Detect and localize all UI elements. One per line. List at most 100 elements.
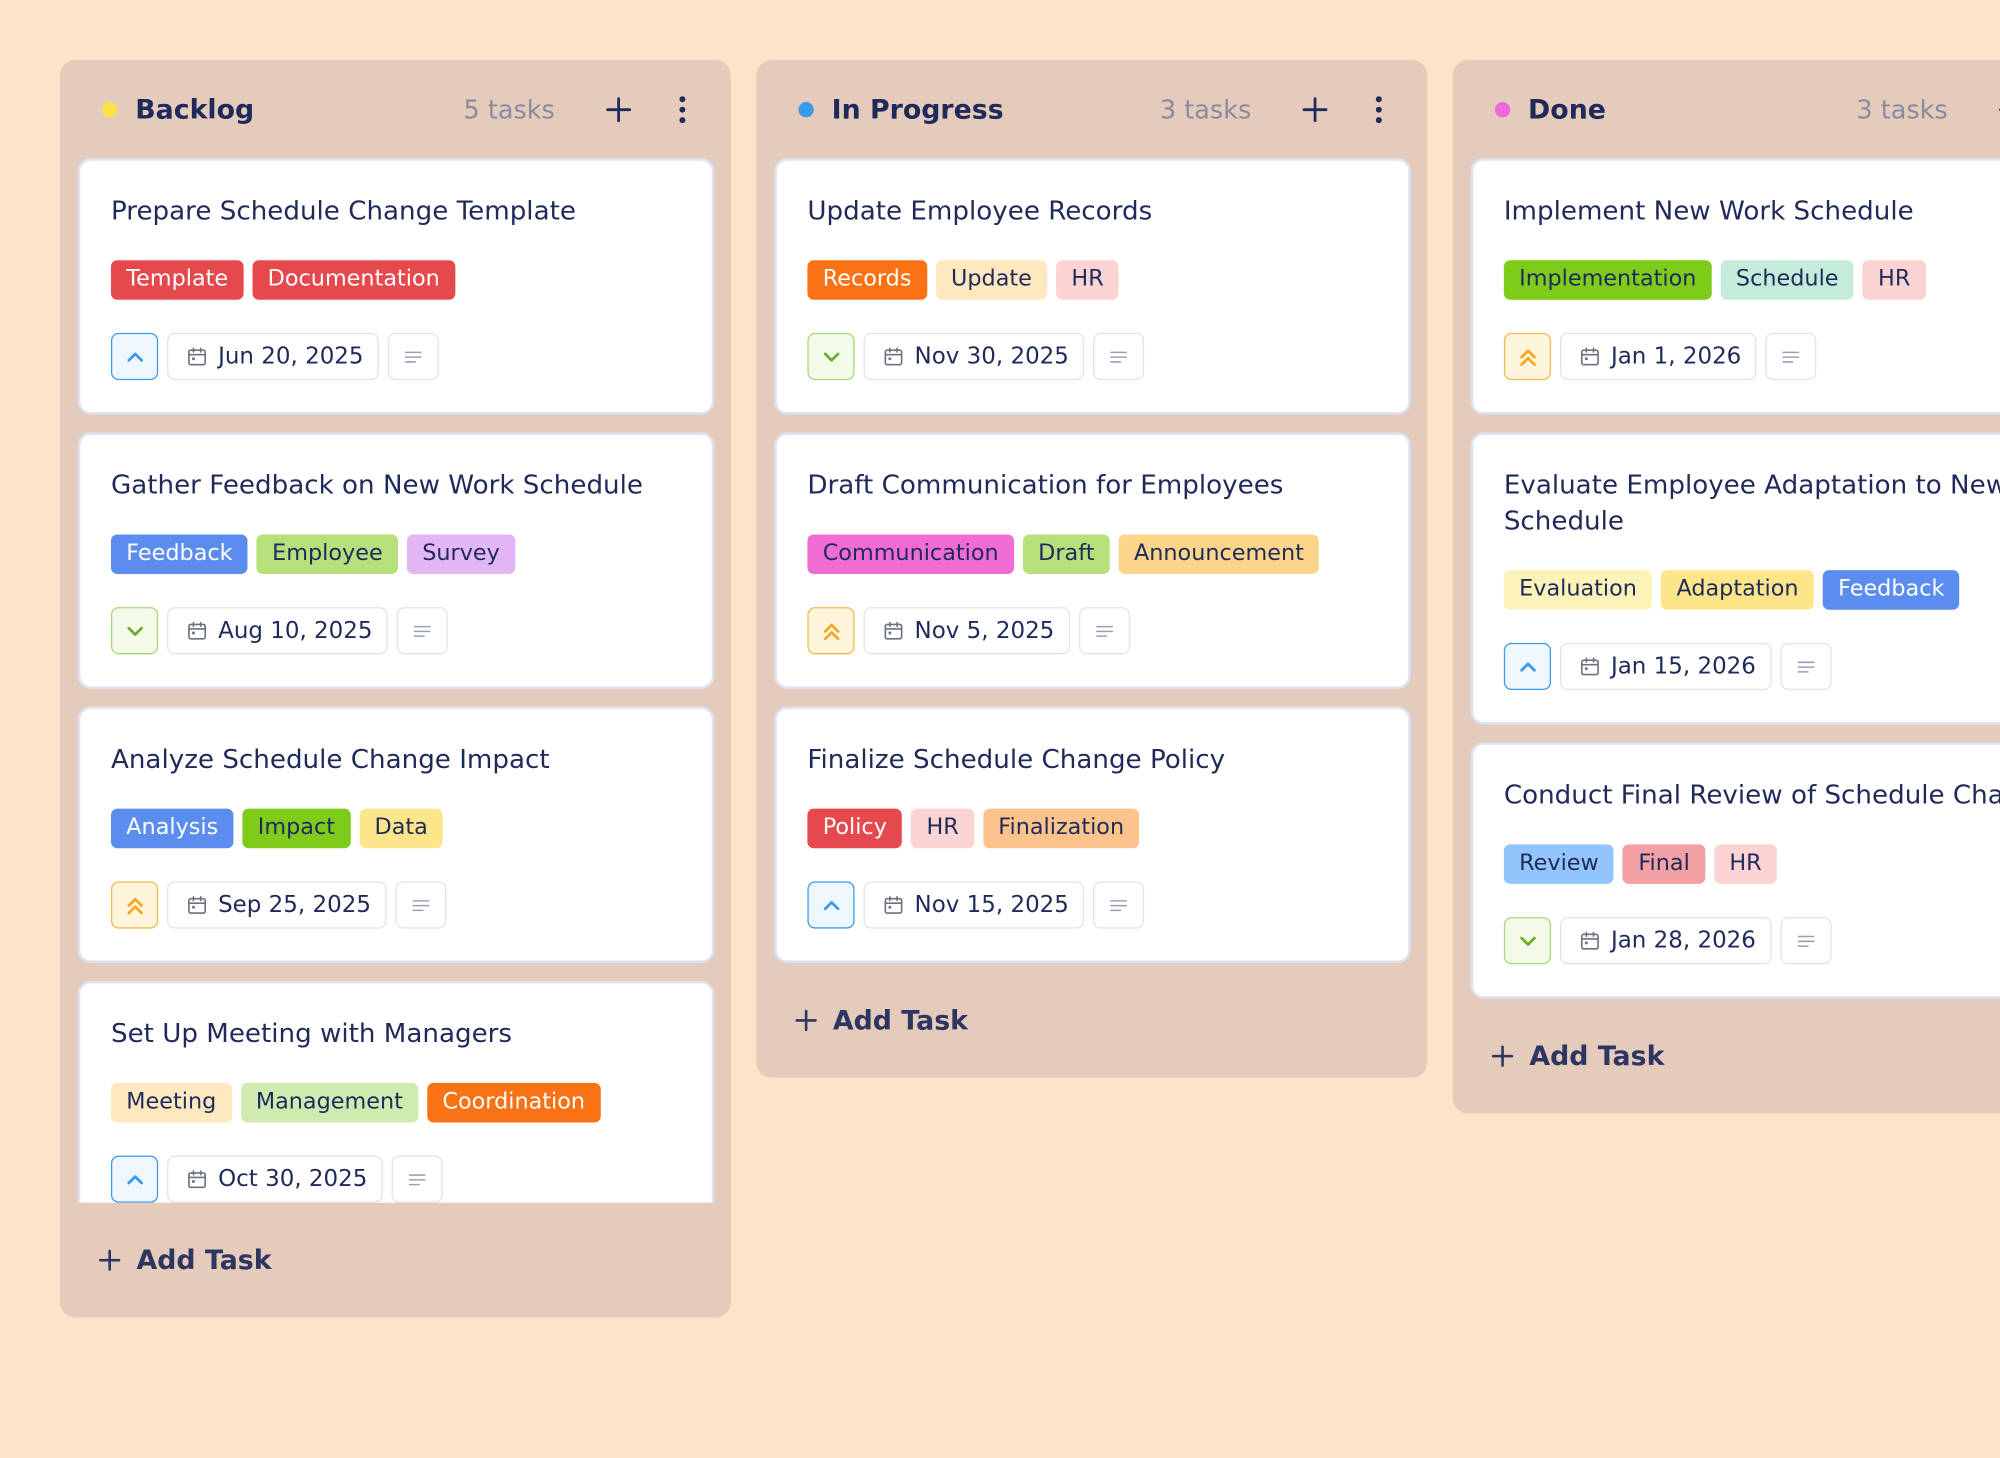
notes-button[interactable]: [1780, 642, 1832, 691]
date-button[interactable]: Oct 30, 2025: [167, 1155, 383, 1203]
notes-button[interactable]: [396, 607, 448, 655]
priority-button[interactable]: [110, 881, 159, 929]
column: Backlog 5 tasks Prepare Schedule Change Te…: [59, 59, 731, 1318]
task-card[interactable]: Prepare Schedule Change Template Template…: [77, 158, 715, 415]
task-card[interactable]: Implement New Work Schedule Implementatio…: [1470, 158, 2000, 415]
tag: HR: [1056, 260, 1120, 300]
task-card[interactable]: Draft Communication for Employees Communi…: [774, 432, 1411, 689]
notes-button[interactable]: [1780, 917, 1832, 965]
column-header: Done 3 tasks: [1453, 60, 2000, 158]
add-task-label: Add Task: [832, 1005, 968, 1036]
card-footer: Nov 15, 2025: [807, 881, 1377, 929]
add-task[interactable]: Add Task: [1453, 999, 2000, 1114]
tag: Feedback: [110, 534, 248, 574]
tag-row: Analysis Impact Data: [110, 808, 681, 849]
priority-button[interactable]: [110, 607, 159, 655]
tag-row: Communication Draft Announcement: [807, 534, 1377, 574]
task-card[interactable]: Set Up Meeting with Managers Meeting Manag…: [77, 980, 715, 1203]
priority-button[interactable]: [1503, 917, 1552, 965]
card-footer: Oct 30, 2025: [110, 1155, 681, 1203]
date-button[interactable]: Nov 5, 2025: [863, 607, 1070, 655]
task-card[interactable]: Finalize Schedule Change Policy Policy HR F…: [774, 706, 1411, 964]
menu-button[interactable]: [659, 86, 705, 132]
add-button[interactable]: [596, 86, 642, 132]
due-date: Oct 30, 2025: [218, 1165, 368, 1193]
column: Done 3 tasks Implement New Work Schedule Im…: [1452, 59, 2000, 1114]
card-footer: Jan 15, 2026: [1503, 642, 2000, 691]
date-button[interactable]: Jan 28, 2026: [1559, 917, 1772, 965]
tag-row: Template Documentation: [110, 260, 681, 300]
date-button[interactable]: Aug 10, 2025: [167, 607, 388, 655]
column-header: Backlog 5 tasks: [60, 60, 731, 158]
tag: Policy: [807, 808, 903, 849]
tag: HR: [1862, 260, 1926, 300]
add-button[interactable]: [1989, 86, 2000, 132]
tag: Analysis: [110, 808, 234, 849]
priority-button[interactable]: [110, 332, 159, 381]
tag: Communication: [807, 534, 1014, 574]
tag: Draft: [1022, 534, 1110, 574]
priority-button[interactable]: [1503, 642, 1552, 691]
card-list: Implement New Work Schedule Implementatio…: [1453, 158, 2000, 999]
task-card[interactable]: Update Employee Records Records Update HR No…: [774, 158, 1411, 415]
tag: Implementation: [1503, 260, 1712, 300]
card-footer: Jun 20, 2025: [110, 332, 681, 381]
column-header: In Progress 3 tasks: [756, 60, 1427, 158]
add-task[interactable]: Add Task: [756, 963, 1427, 1078]
date-button[interactable]: Sep 25, 2025: [167, 881, 387, 929]
due-date: Jun 20, 2025: [218, 343, 364, 370]
due-date: Jan 28, 2026: [1610, 927, 1756, 955]
due-date: Aug 10, 2025: [218, 617, 373, 645]
date-button[interactable]: Nov 30, 2025: [863, 332, 1085, 381]
priority-button[interactable]: [807, 881, 855, 929]
tag: Coordination: [427, 1082, 601, 1123]
tag-row: Review Final HR: [1503, 844, 2000, 884]
tag: Evaluation: [1503, 570, 1653, 610]
date-button[interactable]: Jan 1, 2026: [1559, 332, 1757, 381]
menu-button[interactable]: [1356, 86, 1402, 132]
notes-button[interactable]: [395, 881, 447, 929]
date-button[interactable]: Jan 15, 2026: [1559, 642, 1772, 691]
priority-button[interactable]: [807, 332, 855, 381]
notes-button[interactable]: [1093, 332, 1145, 381]
task-title: Draft Communication for Employees: [807, 469, 1284, 500]
date-button[interactable]: Jun 20, 2025: [167, 332, 379, 381]
task-title: Prepare Schedule Change Template: [110, 195, 576, 226]
notes-button[interactable]: [1765, 332, 1817, 381]
status-dot: [102, 101, 118, 117]
add-task-label: Add Task: [1529, 1040, 1665, 1072]
task-title: Update Employee Records: [807, 195, 1153, 226]
tag-row: Implementation Schedule HR: [1503, 260, 2000, 300]
add-button[interactable]: [1292, 86, 1338, 132]
notes-button[interactable]: [391, 1155, 443, 1203]
tag-row: Evaluation Adaptation Feedback: [1503, 570, 2000, 610]
task-title: Set Up Meeting with Managers: [110, 1017, 513, 1049]
add-task[interactable]: Add Task: [60, 1203, 731, 1318]
column: In Progress 3 tasks Update Employee Record…: [756, 59, 1428, 1078]
tag-row: Feedback Employee Survey: [110, 534, 681, 574]
notes-button[interactable]: [387, 332, 439, 381]
tag: HR: [1714, 844, 1777, 884]
tag: Meeting: [110, 1082, 232, 1123]
priority-button[interactable]: [1503, 332, 1552, 381]
task-title: Implement New Work Schedule: [1503, 195, 1914, 226]
task-card[interactable]: Gather Feedback on New Work Schedule Feed…: [77, 432, 715, 689]
tag-row: Records Update HR: [807, 260, 1377, 300]
task-card[interactable]: Conduct Final Review of Schedule Change R…: [1470, 742, 2000, 999]
notes-button[interactable]: [1078, 607, 1130, 655]
task-card[interactable]: Evaluate Employee Adaptation to New Sche…: [1470, 432, 2000, 725]
card-list: Update Employee Records Records Update HR No…: [756, 158, 1427, 964]
card-footer: Sep 25, 2025: [110, 881, 681, 929]
priority-button[interactable]: [807, 607, 855, 655]
card-list: Prepare Schedule Change Template Template…: [60, 158, 731, 1203]
notes-button[interactable]: [1093, 881, 1145, 929]
priority-button[interactable]: [110, 1155, 159, 1203]
tag: Feedback: [1822, 570, 1960, 610]
tag: Data: [359, 808, 444, 849]
task-card[interactable]: Analyze Schedule Change Impact Analysis Im…: [77, 706, 715, 964]
date-button[interactable]: Nov 15, 2025: [863, 881, 1085, 929]
due-date: Jan 1, 2026: [1610, 343, 1742, 370]
due-date: Jan 15, 2026: [1610, 653, 1756, 680]
tag: Announcement: [1118, 534, 1320, 574]
